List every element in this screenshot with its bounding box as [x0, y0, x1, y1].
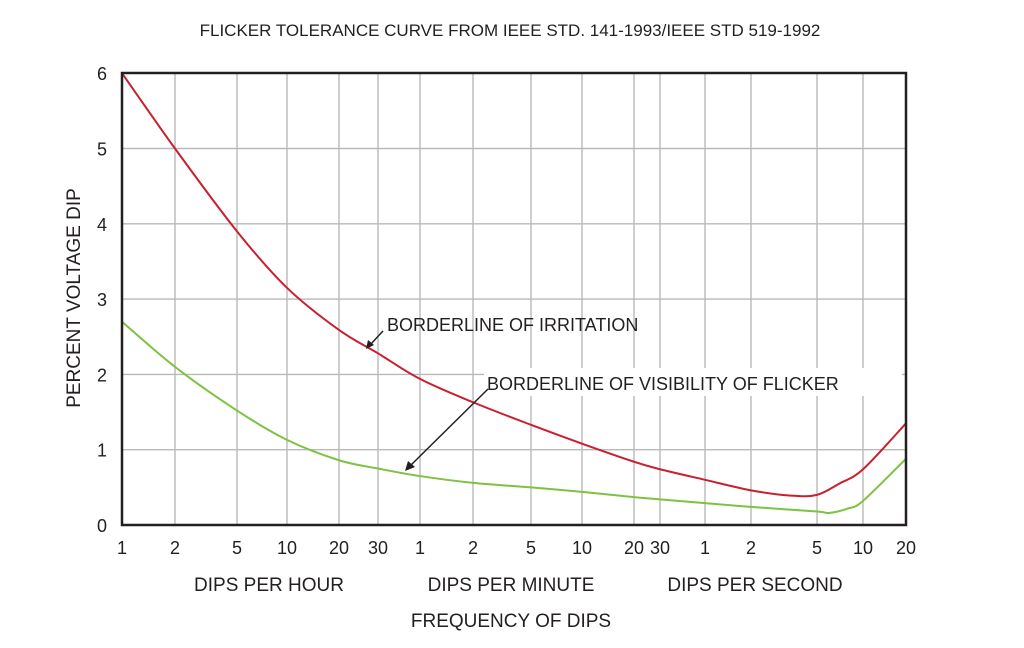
y-tick-labels: 0 1 2 3 4 5 6	[97, 64, 107, 536]
x-group-label: DIPS PER SECOND	[667, 575, 842, 596]
x-tick-label: 2	[170, 538, 180, 558]
x-tick-label: 20	[624, 538, 644, 558]
y-tick-label: 5	[97, 140, 107, 160]
x-tick-label: 5	[812, 538, 822, 558]
y-tick-label: 1	[97, 441, 107, 461]
x-group-labels: DIPS PER HOUR DIPS PER MINUTE DIPS PER SEC…	[194, 575, 843, 596]
y-tick-label: 0	[97, 516, 107, 536]
x-tick-label: 1	[700, 538, 710, 558]
x-group-label: DIPS PER MINUTE	[428, 575, 595, 596]
x-tick-label: 1	[415, 538, 425, 558]
chart-title: FLICKER TOLERANCE CURVE FROM IEEE STD. 1…	[200, 21, 821, 40]
arrowhead-icon	[366, 340, 374, 349]
x-tick-label: 10	[277, 538, 297, 558]
x-tick-label: 20	[896, 538, 916, 558]
annotation-arrow-irritation	[369, 330, 384, 346]
x-tick-label: 5	[526, 538, 536, 558]
y-tick-label: 3	[97, 290, 107, 310]
annotation-irritation: BORDERLINE OF IRRITATION	[366, 315, 638, 349]
x-tick-label: 30	[368, 538, 388, 558]
curves	[121, 72, 907, 515]
x-axis-label: FREQUENCY OF DIPS	[411, 611, 611, 632]
x-group-label: DIPS PER HOUR	[194, 575, 344, 596]
annotation-label-visibility: BORDERLINE OF VISIBILITY OF FLICKER	[487, 374, 839, 394]
x-tick-label: 10	[572, 538, 592, 558]
plot-frame	[120, 71, 908, 527]
y-tick-label: 6	[97, 64, 107, 84]
y-tick-label: 4	[97, 215, 107, 235]
annotation-visibility: BORDERLINE OF VISIBILITY OF FLICKER	[405, 368, 902, 471]
x-tick-label: 2	[746, 538, 756, 558]
x-tick-label: 20	[329, 538, 349, 558]
x-tick-label: 1	[117, 538, 127, 558]
x-tick-label: 5	[232, 538, 242, 558]
x-tick-label: 10	[853, 538, 873, 558]
grid	[121, 72, 907, 526]
x-tick-label: 30	[650, 538, 670, 558]
arrowhead-icon	[405, 461, 415, 471]
y-axis-label: PERCENT VOLTAGE DIP	[64, 188, 85, 408]
annotation-arrow-visibility	[409, 388, 489, 467]
x-tick-label: 2	[468, 538, 478, 558]
visibility-curve	[121, 320, 907, 515]
irritation-curve	[121, 72, 907, 498]
x-tick-labels: 1 2 5 10 20 30 1 2 5 10 20 30 1 2 5 10 20	[117, 538, 916, 558]
annotation-label-irritation: BORDERLINE OF IRRITATION	[387, 315, 638, 335]
y-tick-label: 2	[97, 365, 107, 385]
